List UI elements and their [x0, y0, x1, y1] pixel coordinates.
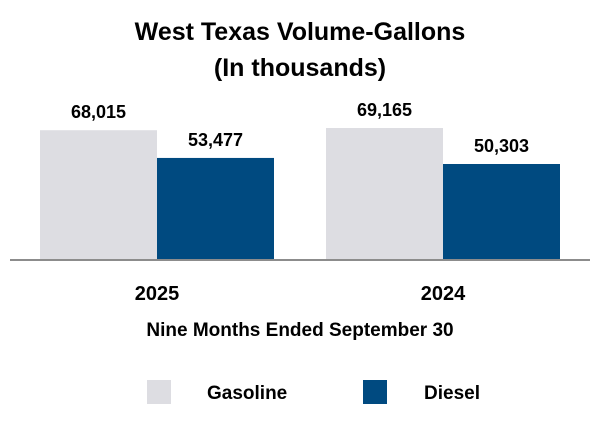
- bar-diesel-2024: [443, 163, 560, 260]
- chart-title-line-1: West Texas Volume-Gallons: [135, 18, 466, 46]
- x-axis-label: Nine Months Ended September 30: [146, 320, 453, 341]
- x-axis-ticks: 2025 2024: [135, 283, 466, 305]
- legend: Gasoline Diesel: [147, 380, 480, 404]
- legend-label-gasoline: Gasoline: [207, 383, 287, 404]
- data-label-diesel-2025: 53,477: [188, 130, 243, 150]
- x-tick-label-2024: 2024: [421, 283, 466, 305]
- legend-swatch-diesel: [363, 380, 387, 404]
- bar-gasoline-2025: [40, 130, 157, 260]
- x-tick-label-2025: 2025: [135, 283, 180, 305]
- bar-diesel-2025: [157, 157, 274, 260]
- data-label-gasoline-2025: 68,015: [71, 102, 126, 122]
- legend-swatch-gasoline: [147, 380, 171, 404]
- chart-title-line-2: (In thousands): [214, 54, 386, 82]
- legend-label-diesel: Diesel: [424, 383, 480, 404]
- bars-group: 68,015 53,477 69,165 50,303: [40, 100, 560, 260]
- data-label-gasoline-2024: 69,165: [357, 100, 412, 120]
- bar-gasoline-2024: [326, 128, 443, 260]
- data-label-diesel-2024: 50,303: [474, 136, 529, 156]
